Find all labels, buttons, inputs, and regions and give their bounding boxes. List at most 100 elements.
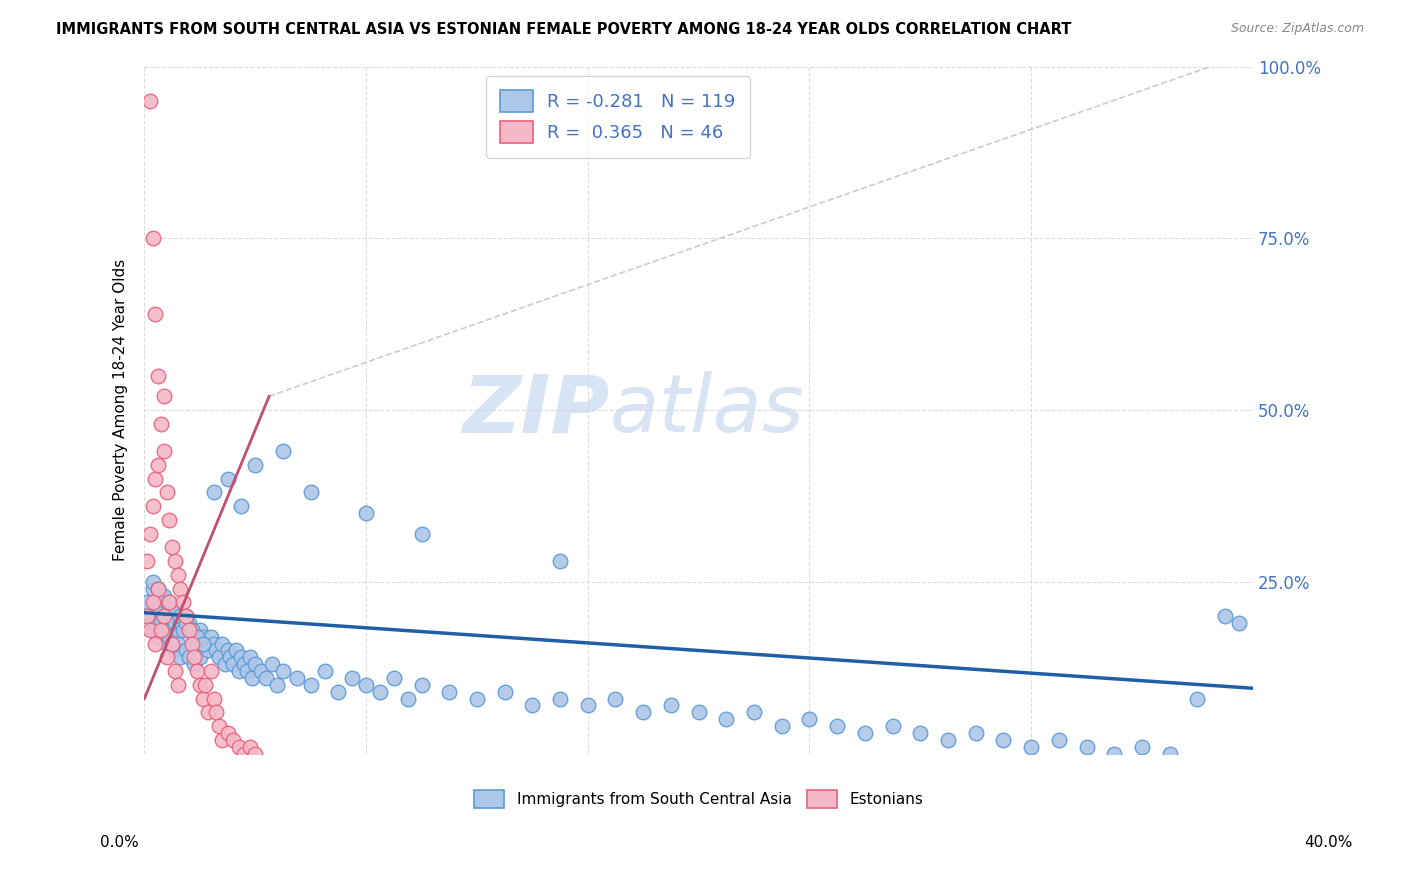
- Point: [217, 643, 239, 657]
- Point: [770, 719, 793, 733]
- Point: [169, 650, 191, 665]
- Point: [260, 657, 283, 672]
- Point: [163, 602, 186, 616]
- Text: Source: ZipAtlas.com: Source: ZipAtlas.com: [1230, 22, 1364, 36]
- Point: [139, 623, 162, 637]
- Point: [155, 650, 177, 665]
- Point: [150, 417, 173, 431]
- Point: [172, 623, 194, 637]
- Point: [342, 671, 364, 685]
- Point: [853, 726, 876, 740]
- Point: [254, 671, 277, 685]
- Point: [382, 671, 405, 685]
- Point: [139, 526, 162, 541]
- Text: ZIP: ZIP: [463, 371, 610, 449]
- Point: [245, 458, 267, 472]
- Point: [222, 657, 245, 672]
- Point: [188, 650, 211, 665]
- Point: [152, 589, 174, 603]
- Point: [155, 595, 177, 609]
- Point: [152, 444, 174, 458]
- Point: [799, 712, 821, 726]
- Point: [172, 595, 194, 609]
- Point: [186, 664, 208, 678]
- Point: [522, 698, 544, 713]
- Point: [163, 643, 186, 657]
- Point: [1187, 691, 1209, 706]
- Text: IMMIGRANTS FROM SOUTH CENTRAL ASIA VS ESTONIAN FEMALE POVERTY AMONG 18-24 YEAR O: IMMIGRANTS FROM SOUTH CENTRAL ASIA VS ES…: [56, 22, 1071, 37]
- Point: [225, 643, 247, 657]
- Point: [145, 615, 167, 630]
- Point: [245, 657, 267, 672]
- Point: [242, 671, 264, 685]
- Point: [148, 368, 170, 383]
- Point: [163, 554, 186, 568]
- Point: [354, 678, 377, 692]
- Point: [169, 615, 191, 630]
- Point: [1159, 747, 1181, 761]
- Point: [142, 574, 165, 589]
- Point: [166, 623, 188, 637]
- Point: [180, 637, 202, 651]
- Point: [202, 637, 225, 651]
- Point: [271, 444, 294, 458]
- Point: [368, 684, 391, 698]
- Point: [191, 630, 214, 644]
- Point: [354, 506, 377, 520]
- Point: [882, 719, 904, 733]
- Point: [169, 582, 191, 596]
- Point: [205, 706, 228, 720]
- Point: [197, 706, 219, 720]
- Point: [152, 609, 174, 624]
- Point: [1213, 609, 1236, 624]
- Point: [194, 678, 217, 692]
- Point: [145, 472, 167, 486]
- Point: [174, 609, 197, 624]
- Point: [191, 637, 214, 651]
- Point: [148, 582, 170, 596]
- Point: [152, 623, 174, 637]
- Point: [411, 678, 433, 692]
- Point: [157, 595, 180, 609]
- Point: [208, 650, 231, 665]
- Point: [188, 623, 211, 637]
- Point: [993, 732, 1015, 747]
- Point: [200, 630, 222, 644]
- Point: [186, 630, 208, 644]
- Point: [299, 678, 322, 692]
- Point: [299, 485, 322, 500]
- Point: [150, 615, 173, 630]
- Point: [180, 623, 202, 637]
- Point: [136, 595, 159, 609]
- Point: [160, 609, 183, 624]
- Point: [328, 684, 350, 698]
- Point: [742, 706, 765, 720]
- Point: [177, 615, 200, 630]
- Point: [605, 691, 627, 706]
- Point: [191, 691, 214, 706]
- Point: [183, 657, 205, 672]
- Point: [166, 678, 188, 692]
- Point: [155, 637, 177, 651]
- Point: [239, 650, 262, 665]
- Point: [1047, 732, 1070, 747]
- Point: [183, 650, 205, 665]
- Point: [157, 595, 180, 609]
- Point: [202, 485, 225, 500]
- Point: [245, 747, 267, 761]
- Point: [271, 664, 294, 678]
- Point: [285, 671, 308, 685]
- Point: [465, 691, 488, 706]
- Point: [186, 637, 208, 651]
- Point: [194, 637, 217, 651]
- Point: [217, 726, 239, 740]
- Point: [936, 732, 959, 747]
- Text: 40.0%: 40.0%: [1305, 836, 1353, 850]
- Legend: Immigrants from South Central Asia, Estonians: Immigrants from South Central Asia, Esto…: [468, 784, 929, 814]
- Point: [1076, 739, 1098, 754]
- Point: [1019, 739, 1042, 754]
- Point: [157, 513, 180, 527]
- Point: [139, 609, 162, 624]
- Point: [148, 602, 170, 616]
- Point: [177, 650, 200, 665]
